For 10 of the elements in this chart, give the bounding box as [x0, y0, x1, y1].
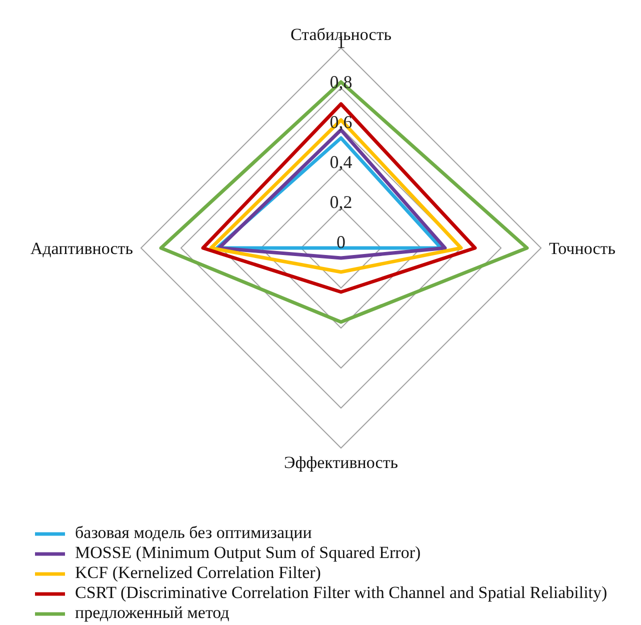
legend-label: CSRT (Discriminative Correlation Filter with Channel and Spatial Reliability): [75, 583, 608, 603]
legend-label: предложенный метод: [75, 603, 230, 623]
legend-label: KCF (Kernelized Correlation Filter): [75, 563, 321, 583]
spoke-label: Эффективность: [284, 453, 398, 472]
spoke-label: Точность: [549, 239, 616, 258]
legend-label: MOSSE (Minimum Output Sum of Squared Error): [75, 543, 421, 563]
legend-label: базовая модель без оптимизации: [75, 523, 312, 543]
spoke-label: Адаптивность: [30, 239, 134, 258]
y-tick-label: 0,2: [330, 192, 352, 212]
y-tick-label: 0,4: [330, 152, 352, 172]
